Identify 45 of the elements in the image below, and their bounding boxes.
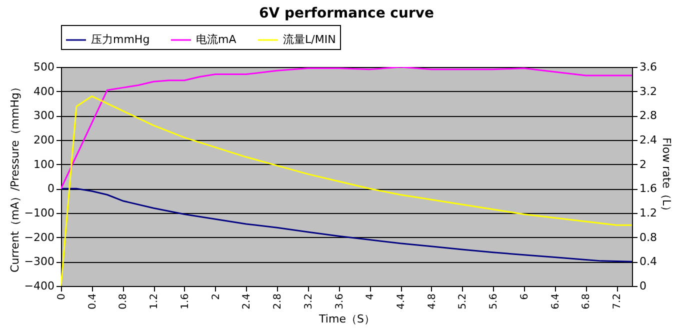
x-tick-label: 7.2 <box>612 294 624 310</box>
x-axis-title: Time（S） <box>318 312 375 326</box>
x-tick-label: 1.2 <box>149 294 160 310</box>
x-tick-label: 4 <box>365 294 376 300</box>
y-tick-label: −400 <box>24 280 54 292</box>
x-tick-label: 4.8 <box>426 294 438 310</box>
x-tick-label: 0.4 <box>87 294 98 310</box>
y-tick-label: 300 <box>34 109 54 122</box>
x-tick-label: 1.6 <box>180 294 191 310</box>
y2-tick-label: 2 <box>640 158 646 171</box>
x-tick-label: 3.2 <box>303 294 314 310</box>
x-tick-label: 6.8 <box>581 294 592 310</box>
y2-tick-label: 1.6 <box>640 182 657 196</box>
y-tick-label: 200 <box>34 134 54 146</box>
y-tick-label: 400 <box>34 84 54 98</box>
y2-tick-label: 2.4 <box>640 134 657 146</box>
chart-title: 6V performance curve <box>259 6 434 22</box>
y2-tick-label: 3.2 <box>640 84 657 98</box>
y2-tick-label: 0.4 <box>640 255 657 268</box>
y-tick-label: 500 <box>34 60 54 74</box>
x-tick-label: 0.8 <box>118 294 130 310</box>
y2-axis-title: Flow rate（L） <box>660 137 673 217</box>
y2-tick-label: 0.8 <box>640 230 657 244</box>
x-tick-label: 4.4 <box>396 294 408 310</box>
y2-tick-label: 1.2 <box>640 206 657 220</box>
x-tick-label: 2 <box>210 294 222 300</box>
y-tick-label: 100 <box>34 158 54 171</box>
x-tick-label: 2.8 <box>272 294 284 310</box>
x-tick-label: 0 <box>56 294 68 300</box>
legend-label: 流量L/MIN <box>283 33 336 46</box>
x-tick-label: 5.6 <box>488 294 500 310</box>
x-tick-label: 5.2 <box>458 294 469 310</box>
legend-label: 压力mmHg <box>91 33 150 46</box>
x-tick-label: 2.4 <box>242 294 253 310</box>
y-tick-label: 0 <box>48 182 54 196</box>
y-axis-title: Current（mA）/Pressure（mmHg） <box>8 82 22 272</box>
x-tick-label: 6 <box>519 294 530 300</box>
y-tick-label: −100 <box>24 206 54 220</box>
y-tick-label: −300 <box>24 255 54 268</box>
legend-label: 电流mA <box>196 33 237 46</box>
y2-tick-label: 3.6 <box>640 60 657 74</box>
x-tick-label: 3.6 <box>334 294 346 310</box>
y-tick-label: −200 <box>24 230 54 244</box>
y2-tick-label: 2.8 <box>640 109 657 122</box>
x-tick-label: 6.4 <box>550 294 562 310</box>
